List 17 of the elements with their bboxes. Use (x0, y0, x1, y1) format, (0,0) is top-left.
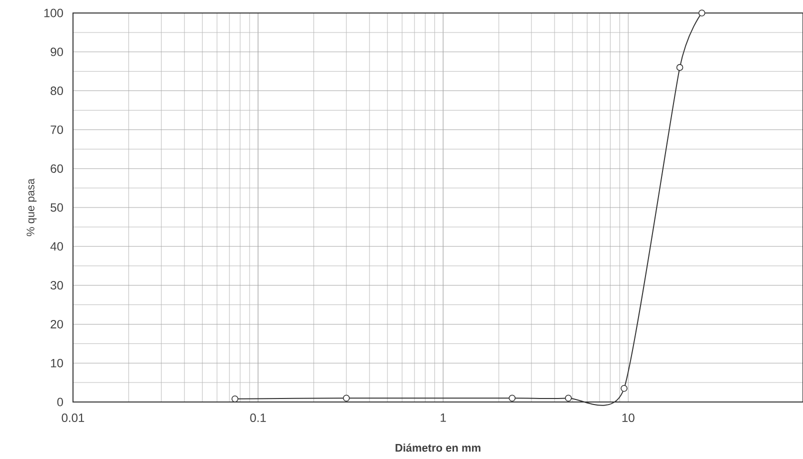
y-tick-label: 40 (50, 242, 63, 251)
y-axis-title: % que pasa (26, 178, 37, 236)
y-tick-label: 80 (50, 86, 63, 96)
y-tick-label: 20 (50, 320, 63, 328)
y-tick-label: 100 (44, 8, 63, 18)
y-tick-label: 60 (50, 164, 63, 173)
y-tick-label: 0 (57, 398, 63, 406)
y-tick-label: 30 (50, 281, 63, 290)
y-tick-label: 50 (50, 203, 63, 212)
y-tick-label: 70 (50, 125, 63, 134)
y-tick-label: 90 (50, 48, 63, 56)
x-tick-label: 0.01 (62, 414, 84, 422)
x-tick-label: 10 (622, 414, 634, 422)
x-tick-label: 1 (440, 414, 446, 422)
x-axis-title: Diámetro en mm (396, 444, 480, 452)
x-tick-label: 0.1 (250, 414, 266, 422)
y-tick-label: 10 (51, 358, 63, 368)
